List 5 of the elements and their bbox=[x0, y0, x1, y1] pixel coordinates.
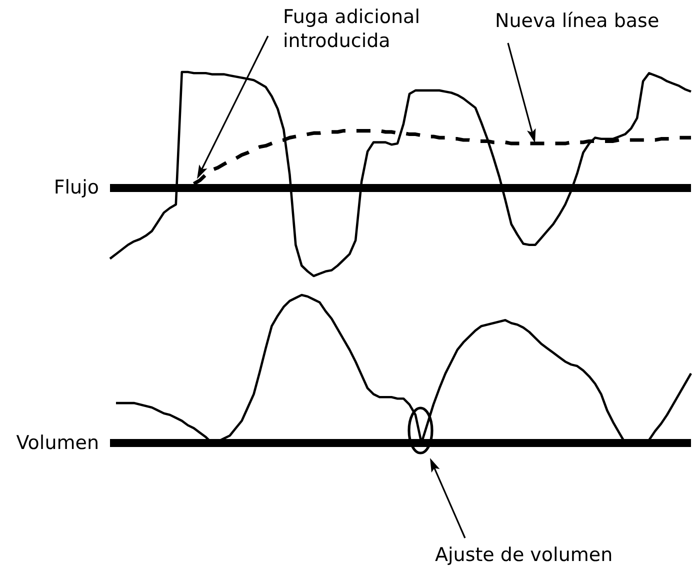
y-axis-title: Volumen bbox=[16, 432, 99, 454]
text: Fuga adicional introducida bbox=[283, 6, 420, 52]
y-axis-title: Flujo bbox=[54, 176, 99, 198]
text: Nueva línea base bbox=[495, 10, 660, 32]
text: Ajuste de volumen bbox=[435, 544, 613, 566]
